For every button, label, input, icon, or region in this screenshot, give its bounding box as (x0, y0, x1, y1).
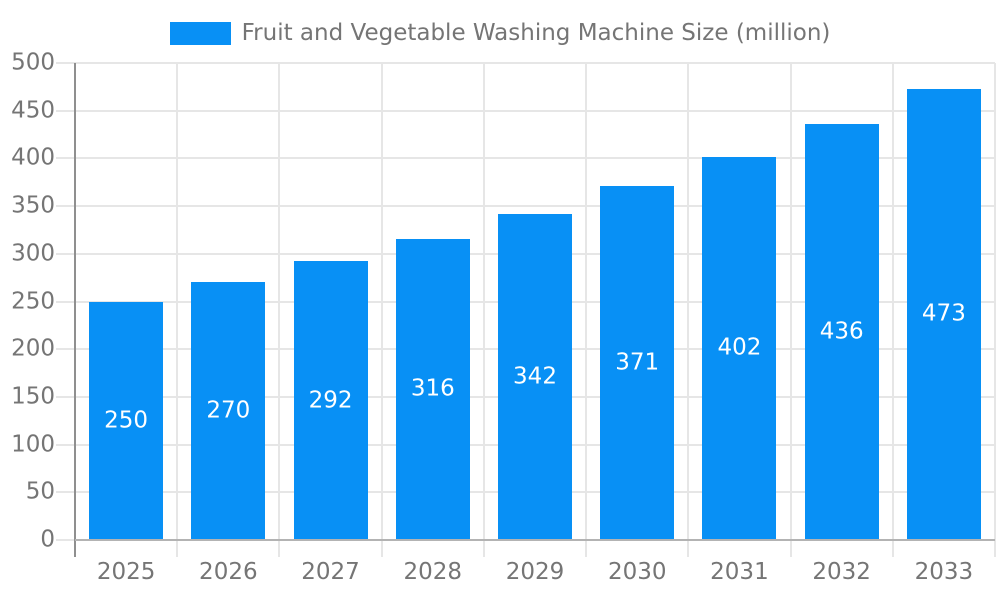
y-gridline (56, 157, 995, 160)
x-gridline (891, 63, 894, 557)
x-gridline (482, 63, 485, 557)
bar-value-label: 250 (104, 407, 149, 434)
x-gridline (789, 63, 792, 557)
bar-2025: 250 (89, 301, 164, 540)
bar-2033: 473 (906, 88, 981, 540)
y-axis-tick-labels: 0 50 100 150 200 250 300 350 400 450 500 (0, 51, 55, 551)
bar-value-label: 436 (819, 318, 864, 345)
bar-value-label: 342 (513, 363, 557, 390)
legend-label: Fruit and Vegetable Washing Machine Size… (241, 20, 831, 46)
x-tick-label: 2027 (301, 559, 360, 585)
x-tick-label: 2028 (403, 559, 463, 585)
x-tick-label: 2033 (914, 559, 974, 585)
y-tick-label: 150 (11, 383, 55, 410)
y-tick-label: 250 (11, 288, 55, 314)
plot-area: 250 270 292 316 342 371 402 436 473 (56, 62, 996, 557)
x-gridline (994, 63, 996, 557)
bar-2029: 342 (498, 213, 572, 540)
bar-2027: 292 (293, 261, 368, 540)
y-tick-label: 200 (11, 335, 55, 362)
bar-2026: 270 (191, 282, 266, 540)
y-tick-label: 100 (11, 431, 55, 458)
x-axis-tick-labels: 2025 2026 2027 2028 2029 2030 2031 2032 2033 (75, 540, 995, 595)
y-tick-label: 300 (11, 240, 55, 267)
y-tick-label: 500 (11, 49, 55, 76)
bar-value-label: 292 (308, 387, 353, 414)
bar-2028: 316 (395, 238, 470, 540)
bar-value-label: 402 (717, 334, 762, 361)
x-gridline (278, 63, 281, 557)
x-gridline (585, 63, 588, 557)
y-gridline (56, 109, 995, 112)
x-tick-label: 2026 (199, 559, 258, 585)
bar-value-label: 316 (410, 375, 455, 402)
y-gridline (56, 205, 995, 208)
x-gridline (176, 63, 179, 557)
bar-value-label: 270 (206, 397, 251, 424)
y-tick-label: 50 (25, 478, 55, 505)
bar-2032: 436 (804, 124, 879, 540)
x-tick-label: 2025 (96, 559, 156, 585)
bar-value-label: 371 (615, 349, 660, 376)
x-tick-label: 2030 (607, 559, 667, 585)
x-tick-label: 2031 (710, 559, 769, 585)
legend: Fruit and Vegetable Washing Machine Size… (0, 20, 1000, 46)
bar-2030: 371 (600, 186, 675, 540)
y-axis-line (74, 63, 76, 557)
x-tick-label: 2032 (812, 559, 871, 585)
x-gridline (380, 63, 383, 557)
y-tick-label: 0 (40, 526, 55, 553)
y-gridline (56, 62, 995, 64)
y-tick-label: 450 (11, 97, 55, 124)
y-tick-label: 400 (11, 144, 55, 171)
x-axis-line (75, 539, 995, 541)
x-tick-label: 2029 (505, 559, 565, 585)
y-tick-label: 350 (11, 192, 55, 219)
x-gridline (687, 63, 690, 557)
legend-swatch (169, 21, 231, 45)
bar-2031: 402 (702, 156, 777, 540)
bar-value-label: 473 (921, 300, 966, 327)
